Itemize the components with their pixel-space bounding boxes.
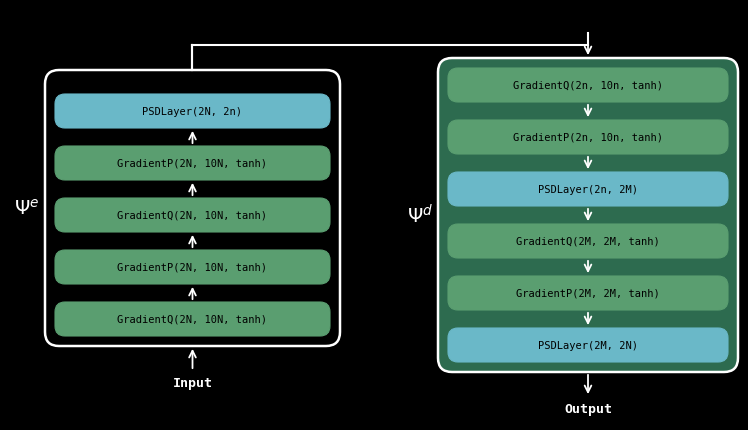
FancyBboxPatch shape <box>448 276 728 310</box>
Text: PSDLayer(2M, 2N): PSDLayer(2M, 2N) <box>538 340 638 350</box>
FancyBboxPatch shape <box>55 199 330 233</box>
FancyBboxPatch shape <box>55 250 330 284</box>
Text: PSDLayer(2n, 2M): PSDLayer(2n, 2M) <box>538 184 638 194</box>
FancyBboxPatch shape <box>55 95 330 129</box>
Text: GradientP(2n, 10n, tanh): GradientP(2n, 10n, tanh) <box>513 133 663 143</box>
FancyBboxPatch shape <box>448 69 728 103</box>
Text: Input: Input <box>173 376 212 389</box>
Text: GradientP(2N, 10N, tanh): GradientP(2N, 10N, tanh) <box>117 159 268 169</box>
Text: $\Psi^d$: $\Psi^d$ <box>407 204 433 227</box>
FancyBboxPatch shape <box>55 302 330 336</box>
Text: GradientQ(2M, 2M, tanh): GradientQ(2M, 2M, tanh) <box>516 237 660 246</box>
Text: GradientQ(2N, 10N, tanh): GradientQ(2N, 10N, tanh) <box>117 211 268 221</box>
Text: $\Psi^e$: $\Psi^e$ <box>14 199 40 218</box>
Text: GradientP(2N, 10N, tanh): GradientP(2N, 10N, tanh) <box>117 262 268 272</box>
FancyBboxPatch shape <box>448 121 728 155</box>
FancyBboxPatch shape <box>448 224 728 258</box>
FancyBboxPatch shape <box>448 172 728 206</box>
Text: Output: Output <box>564 402 612 415</box>
Text: GradientQ(2N, 10N, tanh): GradientQ(2N, 10N, tanh) <box>117 314 268 324</box>
Text: PSDLayer(2N, 2n): PSDLayer(2N, 2n) <box>143 107 242 117</box>
FancyBboxPatch shape <box>55 147 330 181</box>
Text: GradientQ(2n, 10n, tanh): GradientQ(2n, 10n, tanh) <box>513 81 663 91</box>
Text: GradientP(2M, 2M, tanh): GradientP(2M, 2M, tanh) <box>516 289 660 298</box>
FancyBboxPatch shape <box>438 59 738 372</box>
FancyBboxPatch shape <box>448 328 728 362</box>
